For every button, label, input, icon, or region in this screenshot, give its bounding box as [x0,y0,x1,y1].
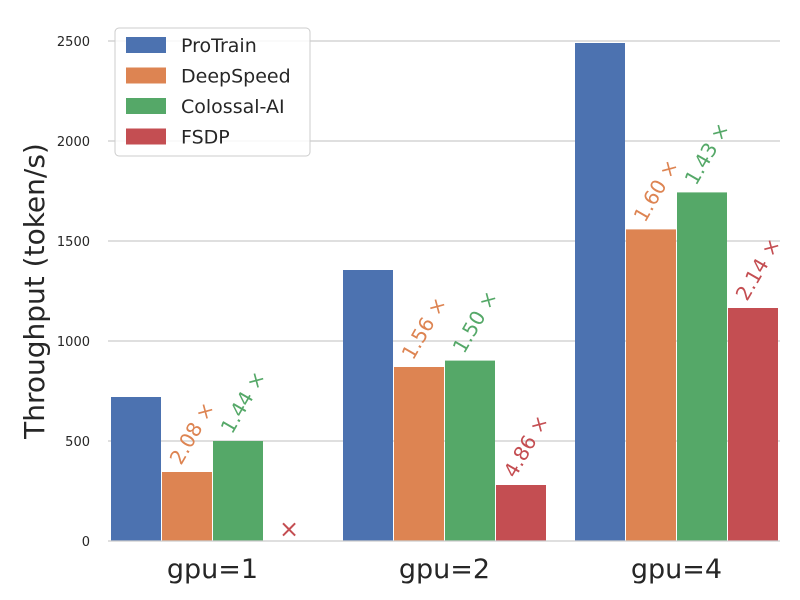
bar-deepspeed [626,229,676,541]
bar-protrain [575,43,625,541]
x-category-label: gpu=1 [167,554,258,585]
speedup-label: 1.50 × [448,287,503,358]
speedup-label: 4.86 × [499,411,554,482]
legend-label: DeepSpeed [181,66,291,88]
legend-label: FSDP [181,127,230,149]
y-tick-label: 1000 [57,335,90,350]
bar-colossal-ai [213,441,263,541]
x-category-labels: gpu=1 gpu=2 gpu=4 [167,554,722,585]
y-tick-label: 500 [65,435,90,450]
bar-deepspeed [394,367,444,541]
y-tick-label: 1500 [57,235,90,250]
bar-fsdp [728,308,778,541]
bar-colossal-ai [677,192,727,541]
legend-swatch [126,37,166,53]
missing-data-marker: × [279,515,299,543]
legend-swatch [126,98,166,114]
x-category-label: gpu=4 [631,554,722,585]
x-category-label: gpu=2 [399,554,490,585]
bar-protrain [343,270,393,541]
y-tick-label: 2500 [57,35,90,50]
legend-label: ProTrain [181,35,257,57]
legend-swatch [126,67,166,84]
bar-protrain [111,397,161,541]
bars [111,43,778,541]
y-tick-label: 0 [82,535,90,550]
bar-fsdp [496,485,546,541]
legend-swatch [126,128,166,145]
legend-label: Colossal-AI [181,96,285,118]
legend-box [114,27,311,157]
speedup-label: 2.14 × [731,234,786,305]
legend: ProTrain DeepSpeed Colossal-AI FSDP [114,27,311,157]
y-tick-label: 2000 [57,135,90,150]
bar-colossal-ai [445,360,495,541]
speedup-label: 1.44 × [216,367,271,438]
speedup-label: 1.56 × [397,293,452,364]
speedup-label: 1.43 × [680,118,735,189]
y-axis-title: Throughput (token/s) [18,143,51,440]
speedup-label: 1.60 × [629,155,684,226]
bar-deepspeed [162,472,212,541]
speedup-label: 2.08 × [165,398,220,469]
y-tick-labels: 0 500 1000 1500 2000 2500 [57,35,90,550]
